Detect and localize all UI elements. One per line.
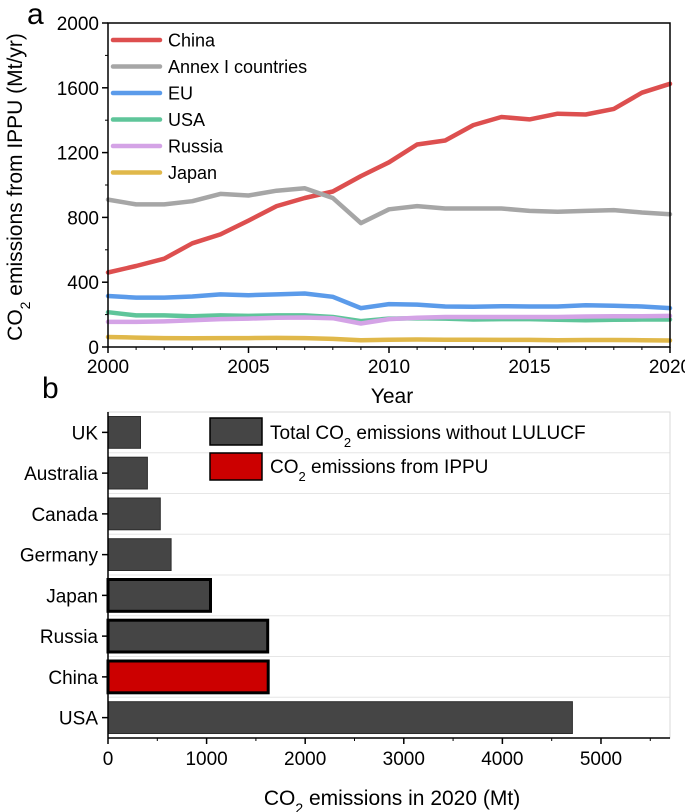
- panel-a-plot-area: [108, 23, 670, 347]
- series-line-japan: [105, 334, 673, 343]
- panel-b-x-axis-label-part-2: emissions in 2020 (Mt): [303, 787, 520, 810]
- panel-b-label: b: [42, 372, 59, 405]
- bar-japan-total: [106, 578, 212, 613]
- category-label-russia: Russia: [40, 627, 99, 648]
- panel-b-category-labels: UK Australia Canada Germany Japan Russia China…: [20, 423, 99, 729]
- bar-germany-total: [107, 538, 172, 572]
- legend-label-annex-i-countries: Annex I countries: [168, 57, 307, 77]
- x-tick-label-2010: 2010: [368, 357, 410, 378]
- category-label-canada: Canada: [31, 505, 98, 526]
- panel-a-y-axis-label-subscript: 2: [17, 301, 33, 309]
- category-label-uk: UK: [72, 423, 99, 444]
- legend-total-co2-part-2: emissions without LULUCF: [351, 423, 585, 444]
- legend-label-eu: EU: [168, 84, 193, 104]
- bar-china-ippu: [106, 659, 270, 695]
- x-tick-label-5000: 5000: [580, 749, 622, 770]
- series-line-annex-i-countries: [105, 185, 673, 226]
- bar-canada-total: [107, 497, 161, 531]
- x-tick-label-1000: 1000: [185, 749, 227, 770]
- category-label-australia: Australia: [24, 464, 98, 485]
- x-tick-label-0: 0: [103, 749, 114, 770]
- panel-a-x-tick-labels: 2000 2005 2010 2015 2020: [87, 357, 685, 378]
- y-tick-label-0: 0: [88, 338, 99, 359]
- panel-b-x-tick-labels: 0 1000 2000 3000 4000 5000: [103, 749, 622, 770]
- legend-ippu-part-1: CO: [270, 457, 299, 478]
- x-tick-label-2005: 2005: [227, 357, 269, 378]
- legend-label-ippu: CO2 emissions from IPPU: [270, 457, 488, 484]
- panel-b-x-axis-label-subscript: 2: [295, 800, 303, 812]
- legend-label-usa: USA: [168, 110, 205, 130]
- legend-label-china: China: [168, 31, 216, 51]
- bar-australia-total: [107, 456, 148, 490]
- panel-b-bar-group: [106, 416, 573, 735]
- series-line-china: [105, 81, 673, 275]
- legend-label-total-co2: Total CO2 emissions without LULUCF: [270, 423, 586, 450]
- x-tick-label-2000: 2000: [284, 749, 326, 770]
- legend-total-co2-subscript: 2: [344, 435, 351, 450]
- series-line-russia: [105, 313, 673, 326]
- legend-ippu-subscript: 2: [299, 469, 306, 484]
- category-label-japan: Japan: [46, 586, 98, 607]
- panel-a-legend: China Annex I countries EU USA Russia Japan: [110, 31, 307, 183]
- legend-label-russia: Russia: [168, 137, 224, 157]
- x-tick-label-2000: 2000: [87, 357, 129, 378]
- category-label-china: China: [48, 668, 98, 689]
- panel-a-x-axis-label: Year: [371, 385, 413, 408]
- panel-b-x-axis-label-part-1: CO: [264, 787, 296, 810]
- bar-russia-total: [106, 618, 270, 654]
- bar-uk-total: [107, 416, 141, 449]
- legend-total-co2-part-1: Total CO: [270, 423, 344, 444]
- panel-a-y-axis-label-part-1: CO: [4, 309, 27, 341]
- panel-a-y-axis-label-part-2: emissions from IPPU (Mt/yr): [4, 33, 27, 301]
- panel-a-y-axis-label: CO2 emissions from IPPU (Mt/yr): [4, 33, 33, 341]
- panel-a-background: [108, 23, 670, 347]
- bar-usa-total: [107, 701, 573, 735]
- legend-ippu-part-2: emissions from IPPU: [306, 457, 489, 478]
- y-tick-label-800: 800: [67, 208, 99, 229]
- legend-label-japan: Japan: [168, 163, 217, 183]
- y-tick-label-1200: 1200: [57, 144, 99, 165]
- panel-a-y-tick-labels: 0 400 800 1200 1600 2000: [57, 14, 99, 359]
- y-tick-label-400: 400: [67, 273, 99, 294]
- x-tick-label-4000: 4000: [481, 749, 523, 770]
- x-tick-label-2015: 2015: [508, 357, 550, 378]
- legend-swatch-total-co2: [209, 417, 263, 446]
- panel-a-label: a: [27, 0, 44, 31]
- panel-b-legend: Total CO2 emissions without LULUCF CO2 e…: [209, 417, 586, 484]
- panel-a-axes: [102, 22, 671, 353]
- category-label-usa: USA: [59, 709, 98, 730]
- legend-swatch-ippu: [209, 452, 263, 481]
- y-tick-label-1600: 1600: [57, 79, 99, 100]
- category-label-germany: Germany: [20, 546, 99, 567]
- panel-b-x-axis-label: CO2 emissions in 2020 (Mt): [264, 787, 520, 812]
- series-line-eu: [105, 291, 673, 311]
- x-tick-label-3000: 3000: [383, 749, 425, 770]
- panel-b-axes: [102, 411, 671, 744]
- y-tick-label-2000: 2000: [57, 14, 99, 35]
- panel-a-series-group: [105, 81, 673, 343]
- x-tick-label-2020: 2020: [649, 357, 685, 378]
